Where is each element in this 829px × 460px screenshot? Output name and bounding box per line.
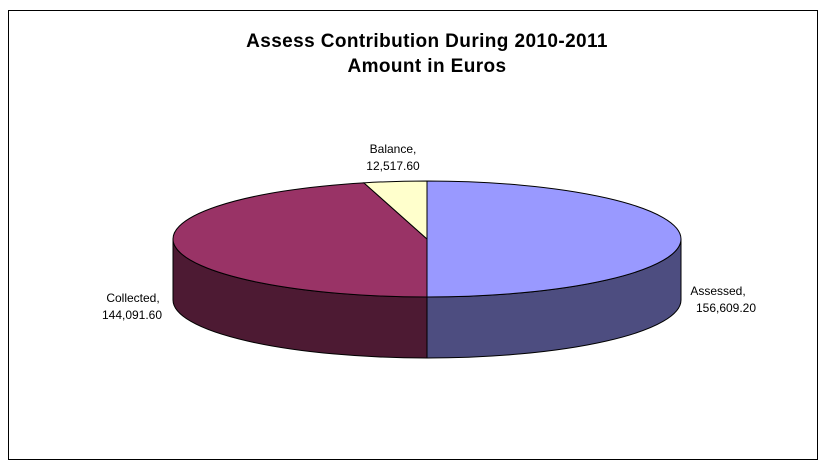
label-assessed-name: Assessed, bbox=[690, 284, 745, 298]
label-balance: Balance, 12,517.60 bbox=[366, 142, 420, 173]
slice-balance bbox=[362, 180, 428, 241]
label-assessed-value: 156,609.20 bbox=[696, 301, 756, 315]
label-collected-name: Collected, bbox=[106, 291, 159, 305]
pie-chart: Assess Contribution During 2010-2011 Amo… bbox=[102, 31, 756, 359]
label-balance-name: Balance, bbox=[370, 142, 417, 156]
chart-subtitle: Amount in Euros bbox=[347, 56, 506, 77]
label-collected-value: 144,091.60 bbox=[102, 308, 162, 322]
label-balance-value: 12,517.60 bbox=[366, 159, 420, 173]
pie-tops bbox=[172, 180, 682, 298]
slice-assessed bbox=[426, 180, 682, 298]
label-assessed: Assessed, 156,609.20 bbox=[690, 284, 756, 315]
label-collected: Collected, 144,091.60 bbox=[102, 291, 162, 322]
chart-title: Assess Contribution During 2010-2011 bbox=[246, 31, 608, 52]
slice-collected bbox=[172, 182, 428, 298]
